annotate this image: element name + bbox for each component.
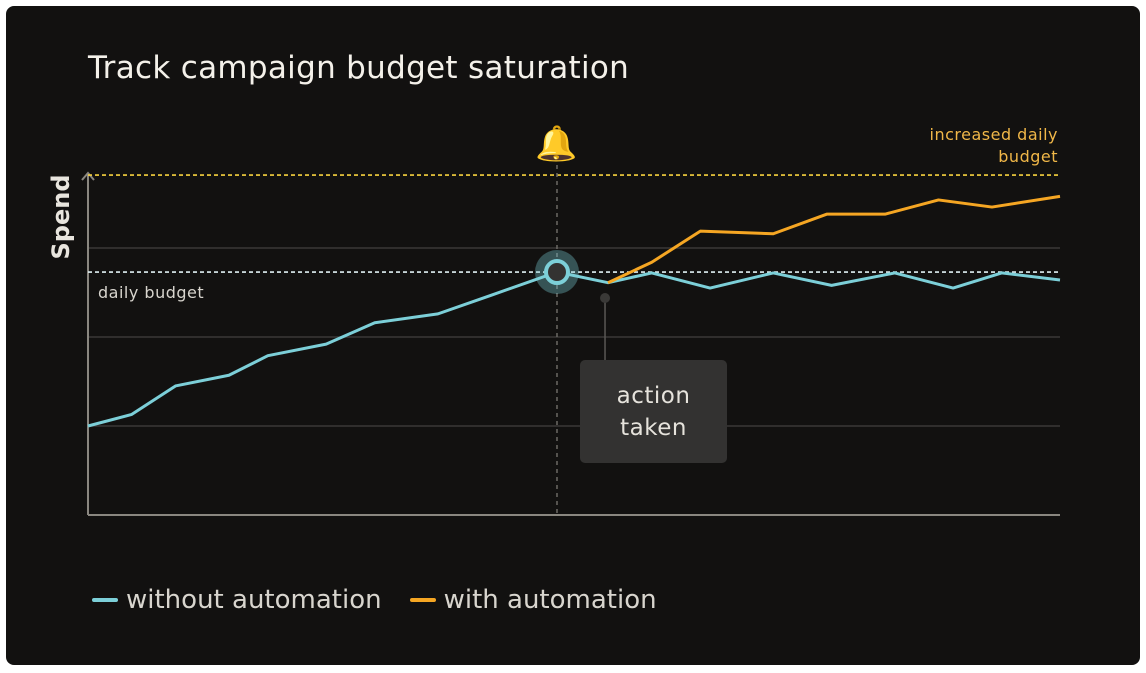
series-without-automation <box>87 270 1061 428</box>
legend-label: with automation <box>443 585 657 615</box>
alert-point <box>543 259 570 286</box>
action-point <box>600 293 611 303</box>
chart-title: Track campaign budget saturation <box>88 50 630 86</box>
bell-icon: 🔔 <box>535 124 578 164</box>
action-taken-label: action taken <box>616 382 691 441</box>
increased-budget-label: increased daily budget <box>929 125 1058 166</box>
legend-swatch <box>409 598 436 602</box>
y-axis-arrow <box>81 171 95 181</box>
legend: without automation with automation <box>92 585 657 615</box>
y-axis-label: Spend <box>47 174 75 259</box>
series-with-automation <box>607 194 1061 285</box>
chart-card <box>6 6 1140 665</box>
daily-budget-label: daily budget <box>98 283 205 302</box>
legend-item-with-automation: with automation <box>409 585 657 615</box>
legend-item-without-automation: without automation <box>92 585 382 615</box>
legend-label: without automation <box>126 585 382 615</box>
action-taken-tooltip: action taken <box>580 360 727 463</box>
legend-swatch <box>92 598 118 602</box>
